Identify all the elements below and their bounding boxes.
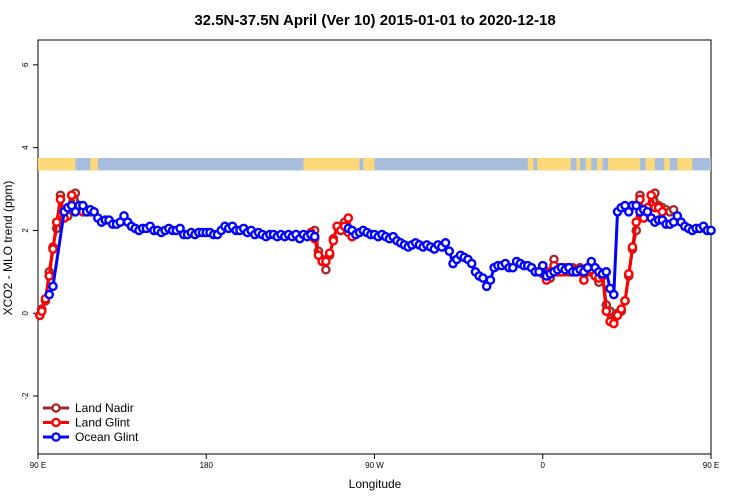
data-point (444, 246, 455, 256)
data-point (48, 244, 58, 254)
series-layer (35, 188, 716, 329)
legend-swatch-marker (51, 432, 61, 442)
y-tick-label: 2 (21, 228, 30, 233)
band-land-segment (677, 157, 693, 171)
band-land-segment (608, 157, 640, 171)
data-point (55, 194, 66, 205)
data-point (321, 264, 331, 275)
data-point (440, 238, 451, 248)
x-axis: 90 E 180 90 W 0 90 E (30, 454, 719, 470)
series-land-glint (35, 190, 668, 329)
x-tick-label: 0 (541, 461, 546, 470)
data-point (608, 318, 619, 329)
data-point (36, 306, 47, 316)
data-point (343, 213, 354, 223)
series-ocean-glint (44, 200, 716, 300)
data-point (627, 242, 638, 252)
y-tick-label: 4 (21, 145, 30, 150)
data-point (485, 275, 496, 285)
data-point (44, 271, 55, 281)
plot-frame (37, 39, 712, 455)
data-point (623, 269, 634, 279)
data-point (601, 306, 612, 316)
band-land-segment (537, 157, 571, 171)
legend-item: Land Glint (43, 416, 130, 430)
x-tick-label: 90 W (365, 461, 384, 470)
legend-label: Ocean Glint (75, 430, 139, 444)
y-axis-label: XCO2 - MLO trend (ppm) (1, 181, 15, 316)
data-point (706, 225, 716, 236)
band-land-segment (527, 157, 534, 171)
data-point (601, 267, 612, 277)
data-point (321, 256, 331, 267)
band-land-segment (90, 157, 98, 171)
data-point (324, 248, 335, 259)
band-land-segment (38, 157, 76, 171)
legend-label: Land Nadir (75, 401, 134, 415)
band-land-segment (303, 157, 360, 171)
x-tick-label: 180 (200, 461, 214, 470)
series-line (47, 204, 316, 296)
series-land-nadir (35, 188, 679, 327)
data-point (537, 260, 548, 271)
data-point (51, 217, 62, 227)
data-point (646, 190, 656, 201)
data-point (631, 217, 642, 227)
x-axis-label: Longitude (349, 477, 402, 491)
data-point (66, 190, 77, 201)
band-land-segment (645, 157, 655, 171)
data-point (616, 304, 627, 314)
band-land-segment (664, 157, 670, 171)
band-land-segment (596, 157, 603, 171)
band-land-segment (576, 157, 581, 171)
land-ocean-band (38, 157, 711, 171)
legend-swatch-marker (51, 403, 61, 413)
data-point (478, 273, 488, 283)
y-tick-label: 0 (21, 310, 30, 315)
y-axis: -2 0 2 4 6 (21, 62, 38, 400)
data-point (48, 281, 58, 292)
legend-swatch-marker (51, 417, 61, 428)
band-land-segment (585, 157, 592, 171)
legend-item: Land Nadir (43, 401, 134, 415)
data-point (44, 289, 55, 300)
data-point (328, 235, 339, 246)
y-tick-label: 6 (21, 62, 30, 67)
data-point (608, 289, 619, 300)
data-point (466, 258, 477, 269)
legend-label: Land Glint (75, 416, 130, 430)
data-point (309, 231, 320, 242)
y-tick-label: -2 (21, 392, 30, 400)
legend-item: Ocean Glint (43, 430, 139, 444)
chart-title: 32.5N-37.5N April (Ver 10) 2015-01-01 to… (194, 12, 555, 29)
data-point (579, 275, 589, 285)
x-tick-label: 90 E (703, 461, 719, 470)
band-land-segment (363, 157, 375, 171)
data-point (620, 296, 630, 306)
x-tick-label: 90 E (30, 461, 46, 470)
data-point (657, 207, 668, 217)
